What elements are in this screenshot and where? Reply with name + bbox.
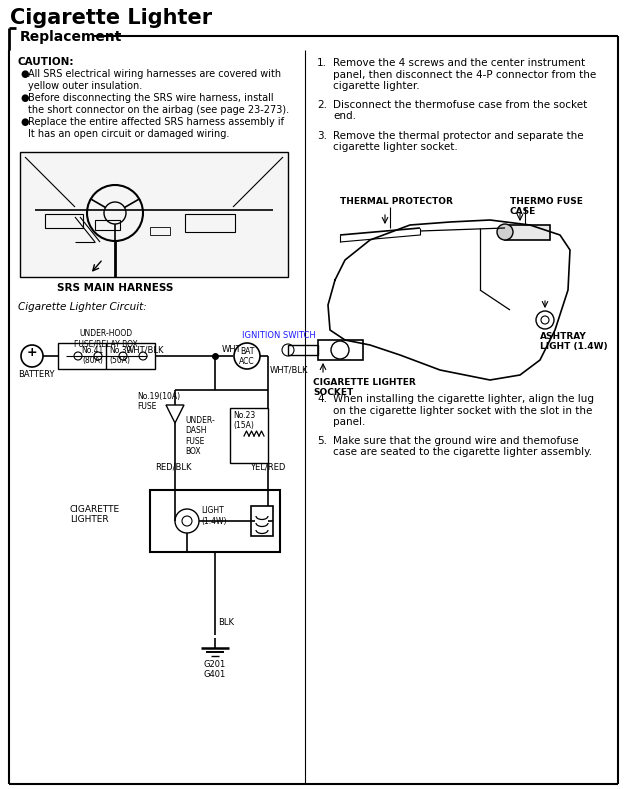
Text: 5.: 5. xyxy=(317,436,327,446)
Text: ●: ● xyxy=(20,117,29,127)
Text: Cigarette Lighter Circuit:: Cigarette Lighter Circuit: xyxy=(18,302,146,312)
Text: No.41
(80A): No.41 (80A) xyxy=(81,346,103,365)
Bar xyxy=(20,152,288,277)
Text: WHT: WHT xyxy=(222,345,242,354)
Text: Replace the entire affected SRS harness assembly if
It has an open circuit or da: Replace the entire affected SRS harness … xyxy=(28,117,284,139)
Bar xyxy=(150,490,280,552)
Text: Remove the thermal protector and separate the
cigarette lighter socket.: Remove the thermal protector and separat… xyxy=(333,130,583,152)
Text: Remove the 4 screws and the center instrument
panel, then disconnect the 4-P con: Remove the 4 screws and the center instr… xyxy=(333,58,596,92)
Text: 1.: 1. xyxy=(317,58,327,68)
Text: UNDER-HOOD
FUSE/RELAY BOX: UNDER-HOOD FUSE/RELAY BOX xyxy=(74,329,138,349)
Bar xyxy=(58,343,155,369)
Bar xyxy=(318,340,363,360)
Text: BAT: BAT xyxy=(240,346,254,356)
Text: ●: ● xyxy=(20,93,29,103)
Text: BLK: BLK xyxy=(218,618,234,627)
Text: SRS MAIN HARNESS: SRS MAIN HARNESS xyxy=(57,283,173,293)
Text: Disconnect the thermofuse case from the socket
end.: Disconnect the thermofuse case from the … xyxy=(333,99,587,121)
Bar xyxy=(45,214,83,228)
Bar xyxy=(185,214,235,232)
Text: No.23
(15A): No.23 (15A) xyxy=(233,411,255,431)
Text: THERMO FUSE
CASE: THERMO FUSE CASE xyxy=(510,197,583,216)
Bar xyxy=(95,220,120,230)
Text: No.19(10A)
FUSE: No.19(10A) FUSE xyxy=(137,392,180,411)
Text: LIGHT
(1.4W): LIGHT (1.4W) xyxy=(201,507,227,525)
Text: +: + xyxy=(27,346,38,358)
Bar xyxy=(150,227,170,235)
Text: IGNITION SWITCH: IGNITION SWITCH xyxy=(242,331,316,340)
Text: YEL/RED: YEL/RED xyxy=(250,462,285,471)
Bar xyxy=(230,408,268,463)
Text: ACC: ACC xyxy=(239,357,255,365)
Text: THERMAL PROTECTOR: THERMAL PROTECTOR xyxy=(340,197,453,206)
Bar xyxy=(288,345,318,355)
Text: G201
G401: G201 G401 xyxy=(204,660,226,679)
Text: CIGARETTE
LIGHTER: CIGARETTE LIGHTER xyxy=(70,505,120,525)
Circle shape xyxy=(497,224,513,240)
Text: Replacement: Replacement xyxy=(20,30,122,44)
Text: CIGARETTE LIGHTER
SOCKET: CIGARETTE LIGHTER SOCKET xyxy=(313,378,416,398)
Text: WHT/BLK: WHT/BLK xyxy=(270,365,309,375)
Text: Make sure that the ground wire and themofuse
case are seated to the cigarette li: Make sure that the ground wire and themo… xyxy=(333,436,592,457)
Text: UNDER-
DASH
FUSE
BOX: UNDER- DASH FUSE BOX xyxy=(185,416,215,456)
Text: BATTERY: BATTERY xyxy=(18,370,54,379)
Text: WHT/BLK: WHT/BLK xyxy=(126,345,164,354)
Text: ●: ● xyxy=(20,69,29,79)
Text: 4.: 4. xyxy=(317,394,327,404)
Text: Cigarette Lighter: Cigarette Lighter xyxy=(10,8,212,28)
Text: No.39
(50A): No.39 (50A) xyxy=(109,346,131,365)
Text: When installing the cigarette lighter, align the lug
on the cigarette lighter so: When installing the cigarette lighter, a… xyxy=(333,394,594,427)
Bar xyxy=(251,506,273,536)
Bar xyxy=(505,225,550,240)
Text: CAUTION:: CAUTION: xyxy=(18,57,74,67)
Text: ASHTRAY
LIGHT (1.4W): ASHTRAY LIGHT (1.4W) xyxy=(540,332,608,351)
Text: 3.: 3. xyxy=(317,130,327,140)
Text: All SRS electrical wiring harnesses are covered with
yellow outer insulation.: All SRS electrical wiring harnesses are … xyxy=(28,69,281,91)
Text: 2.: 2. xyxy=(317,99,327,110)
Text: RED/BLK: RED/BLK xyxy=(155,462,192,471)
Text: Before disconnecting the SRS wire harness, install
the short connector on the ai: Before disconnecting the SRS wire harnes… xyxy=(28,93,289,114)
